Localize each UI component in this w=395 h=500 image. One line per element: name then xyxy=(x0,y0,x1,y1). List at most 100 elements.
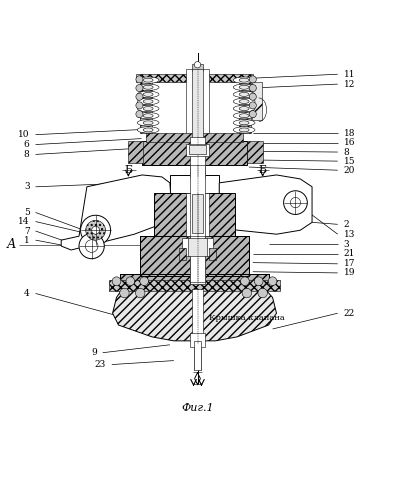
Ellipse shape xyxy=(233,91,255,98)
Ellipse shape xyxy=(143,121,153,125)
Ellipse shape xyxy=(233,106,255,112)
Ellipse shape xyxy=(233,127,255,133)
Circle shape xyxy=(120,288,129,298)
Circle shape xyxy=(249,93,256,100)
Bar xyxy=(140,236,249,276)
Bar xyxy=(109,280,280,290)
Ellipse shape xyxy=(137,91,159,98)
Text: А: А xyxy=(7,238,17,252)
Text: 6: 6 xyxy=(24,140,30,149)
Text: 21: 21 xyxy=(344,250,355,258)
Bar xyxy=(192,64,203,71)
Ellipse shape xyxy=(137,98,159,104)
Ellipse shape xyxy=(233,120,255,126)
Circle shape xyxy=(136,102,143,109)
Ellipse shape xyxy=(137,120,159,126)
Bar xyxy=(252,82,262,120)
Ellipse shape xyxy=(239,121,249,125)
Text: Крышка клапана: Крышка клапана xyxy=(209,314,285,322)
Bar xyxy=(136,74,253,82)
Ellipse shape xyxy=(143,106,153,110)
Polygon shape xyxy=(61,175,172,250)
Bar xyxy=(186,144,209,156)
Bar xyxy=(140,236,249,276)
Text: Б: Б xyxy=(259,165,267,175)
Bar xyxy=(192,288,203,344)
Circle shape xyxy=(86,220,105,240)
Ellipse shape xyxy=(137,106,159,112)
Ellipse shape xyxy=(137,127,159,133)
Text: 17: 17 xyxy=(344,260,355,268)
Text: 20: 20 xyxy=(344,166,355,174)
Text: 3: 3 xyxy=(344,240,349,248)
Ellipse shape xyxy=(239,128,249,132)
Circle shape xyxy=(85,240,98,252)
Ellipse shape xyxy=(137,77,159,84)
Circle shape xyxy=(249,102,256,109)
Circle shape xyxy=(140,277,149,285)
Bar xyxy=(188,238,207,256)
Text: 8: 8 xyxy=(24,150,30,159)
Ellipse shape xyxy=(143,78,153,82)
Circle shape xyxy=(92,226,100,234)
Bar xyxy=(142,142,247,165)
Bar xyxy=(186,192,209,236)
Circle shape xyxy=(136,93,143,100)
Text: 16: 16 xyxy=(344,138,355,147)
Circle shape xyxy=(254,277,263,285)
Circle shape xyxy=(136,76,143,83)
Polygon shape xyxy=(113,288,276,341)
Circle shape xyxy=(258,288,267,298)
Bar xyxy=(120,274,269,289)
Text: 5: 5 xyxy=(24,208,30,217)
Bar xyxy=(154,192,235,236)
Ellipse shape xyxy=(143,100,153,103)
Text: 1: 1 xyxy=(24,236,30,244)
Circle shape xyxy=(194,62,201,68)
Bar xyxy=(146,134,243,142)
Bar xyxy=(140,76,152,134)
Bar xyxy=(239,76,251,134)
Bar xyxy=(190,333,205,347)
Bar xyxy=(128,142,143,163)
Text: 19: 19 xyxy=(344,268,355,278)
Bar xyxy=(179,248,186,260)
Text: 23: 23 xyxy=(95,360,106,369)
Bar xyxy=(190,236,205,282)
Text: 7: 7 xyxy=(24,226,30,235)
Ellipse shape xyxy=(137,84,159,90)
Circle shape xyxy=(136,110,143,117)
Ellipse shape xyxy=(137,112,159,119)
Text: Фиг.1: Фиг.1 xyxy=(181,403,214,413)
Text: 4: 4 xyxy=(24,289,30,298)
Ellipse shape xyxy=(143,128,153,132)
Circle shape xyxy=(249,84,256,91)
Ellipse shape xyxy=(239,92,249,96)
Ellipse shape xyxy=(233,98,255,104)
Text: 2: 2 xyxy=(344,220,349,229)
Text: 22: 22 xyxy=(344,308,355,318)
Circle shape xyxy=(290,198,301,207)
Circle shape xyxy=(242,288,252,298)
Circle shape xyxy=(135,288,145,298)
Ellipse shape xyxy=(143,86,153,89)
Ellipse shape xyxy=(143,114,153,117)
Ellipse shape xyxy=(143,92,153,96)
Text: 11: 11 xyxy=(344,70,355,78)
Bar xyxy=(192,194,203,234)
Bar xyxy=(170,175,219,234)
Circle shape xyxy=(249,76,256,83)
Bar xyxy=(182,238,213,256)
Bar xyxy=(247,142,263,163)
Text: 3: 3 xyxy=(24,182,30,192)
Circle shape xyxy=(249,110,256,117)
Ellipse shape xyxy=(233,112,255,119)
Bar xyxy=(120,274,269,289)
Circle shape xyxy=(81,215,111,246)
Text: 18: 18 xyxy=(344,129,355,138)
Text: 13: 13 xyxy=(344,230,355,238)
Polygon shape xyxy=(219,175,312,234)
Ellipse shape xyxy=(239,100,249,103)
Text: Б: Б xyxy=(124,165,132,175)
Ellipse shape xyxy=(233,77,255,84)
